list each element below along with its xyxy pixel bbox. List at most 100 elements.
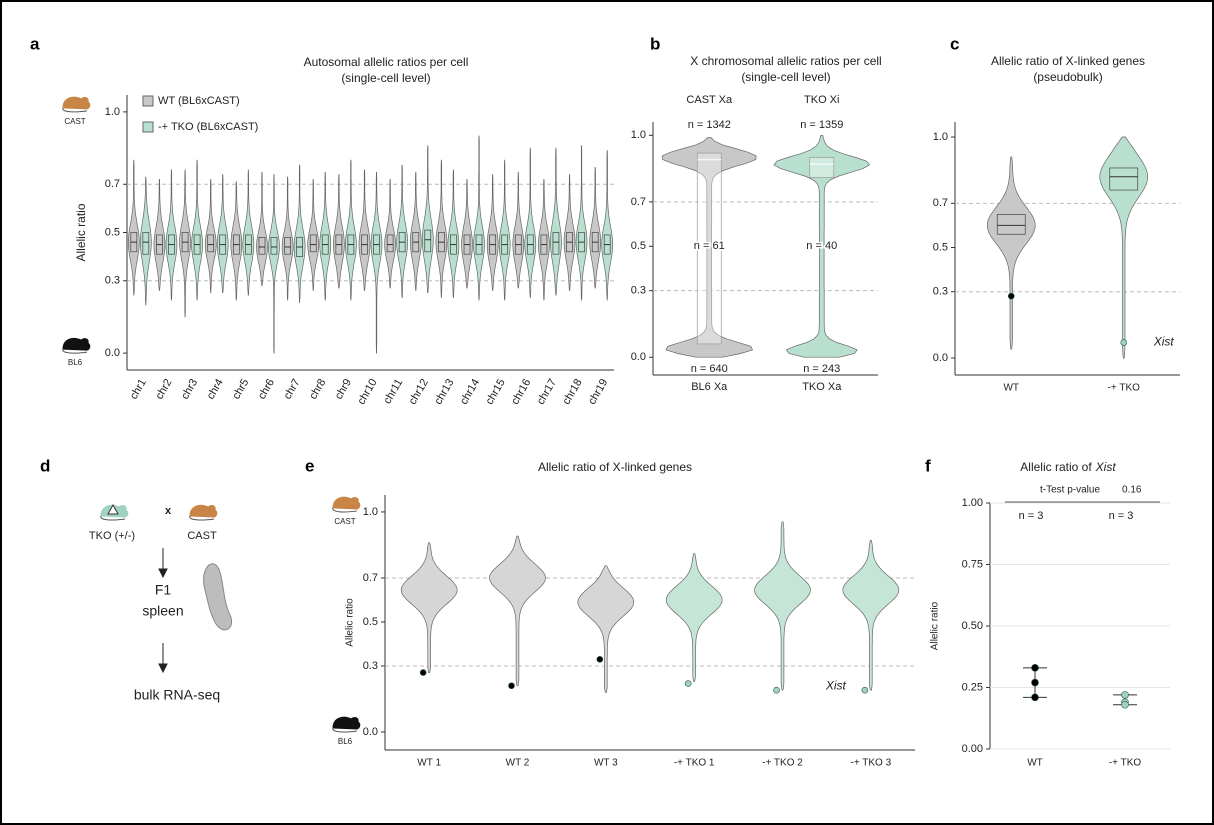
x-tick-label: WT (1003, 383, 1019, 394)
mouse-tail (100, 515, 126, 521)
box (809, 157, 835, 178)
y-tick-label: 0.3 (363, 660, 378, 672)
n-label: n = 1359 (800, 119, 843, 131)
y-tick-label: 0.7 (105, 178, 120, 190)
violin (358, 169, 371, 291)
y-tick-label: 0.25 (962, 681, 983, 693)
y-tick-label: 1.0 (105, 106, 120, 118)
violin (242, 169, 255, 296)
violin (127, 159, 140, 296)
legend-swatch (142, 95, 154, 107)
chart-title: Autosomal allelic ratios per cell (304, 55, 469, 69)
xist-label: Xist (1153, 335, 1175, 349)
parent-label: CAST (187, 530, 217, 542)
x-tick-label: -+ TKO 2 (762, 758, 803, 769)
xist-point (419, 669, 427, 676)
parent-label: TKO (+/-) (89, 530, 135, 542)
n-label: n = 3 (1109, 510, 1134, 522)
violin (524, 147, 537, 298)
xist-label: Xist (825, 678, 847, 692)
legend-label: -+ TKO (BL6xCAST) (158, 121, 258, 133)
x-tick-label: -+ TKO (1109, 758, 1142, 769)
chart-title: X chromosomal allelic ratios per cell (690, 54, 881, 68)
point (1031, 664, 1039, 672)
box (552, 232, 560, 255)
icon-label: BL6 (68, 358, 83, 367)
box (424, 229, 432, 253)
violin (333, 174, 345, 289)
xist-point (1007, 292, 1015, 300)
y-tick-label: 1.0 (631, 129, 646, 141)
violin (268, 174, 280, 354)
category-label: BL6 Xa (691, 381, 728, 393)
violin (409, 171, 422, 291)
y-tick-label: 0.7 (363, 572, 378, 584)
violin (230, 181, 243, 301)
mouse-tail (332, 507, 358, 513)
mouse-icon (332, 496, 361, 513)
y-tick-label: 0.7 (631, 196, 646, 208)
mouse-body (332, 496, 361, 510)
category-label: TKO Xa (802, 381, 842, 393)
chart-subtitle: (single-cell level) (741, 70, 830, 84)
chart-title: Allelic ratio of X-linked genes (538, 460, 692, 474)
xist-point (773, 686, 780, 694)
mouse-tail (332, 727, 358, 733)
y-tick-label: 0.0 (631, 351, 646, 363)
mouse-icon (189, 504, 218, 521)
n-label: n = 640 (691, 363, 728, 375)
y-axis-label: Allelic ratio (930, 601, 941, 650)
violin (842, 540, 900, 691)
p-value: 0.16 (1122, 485, 1142, 496)
violin (486, 174, 499, 291)
xist-point (596, 656, 604, 663)
panel-label: e (305, 456, 314, 475)
violin (538, 179, 550, 301)
box (142, 232, 150, 255)
y-tick-label: 0.3 (631, 285, 646, 297)
box (696, 152, 722, 345)
violin (589, 167, 602, 289)
panel-label: b (650, 34, 660, 53)
mouse-body (189, 504, 218, 518)
violin (345, 159, 357, 301)
n-label: n = 243 (803, 363, 840, 375)
offspring-label: F1 (155, 582, 172, 598)
mouse-body (62, 337, 91, 351)
y-tick-label: 0.3 (933, 286, 948, 298)
violin (204, 179, 217, 294)
x-tick-label: WT 3 (594, 758, 618, 769)
violin (216, 174, 229, 294)
violin (400, 542, 458, 673)
y-tick-label: 1.00 (962, 497, 983, 509)
violin (986, 156, 1036, 350)
x-tick-label: WT (1027, 758, 1043, 769)
y-tick-label: 1.0 (933, 131, 948, 143)
n-label: n = 1342 (688, 119, 731, 131)
triangle (107, 503, 119, 515)
mouse-tail (62, 348, 88, 354)
y-axis-label: Allelic ratio (345, 598, 356, 647)
category-label: TKO Xi (804, 94, 839, 106)
violin (577, 565, 635, 693)
point (1121, 700, 1129, 709)
violin (319, 171, 332, 301)
diagram-shapes (158, 548, 232, 674)
icon-label: CAST (334, 517, 355, 526)
violin (575, 145, 588, 301)
violin (191, 159, 203, 301)
y-tick-label: 0.0 (105, 347, 120, 359)
xist-point (508, 682, 515, 690)
chart-subtitle: (single-cell level) (341, 71, 430, 85)
violin (370, 171, 383, 354)
panel-label: d (40, 456, 50, 475)
mouse-body (62, 96, 91, 110)
violin (754, 521, 811, 691)
box (1109, 167, 1139, 191)
y-tick-label: 0.3 (105, 275, 120, 287)
chart-subtitle: (pseudobulk) (1033, 70, 1102, 84)
violin (601, 150, 614, 301)
violin (179, 169, 191, 318)
violin (281, 176, 294, 301)
